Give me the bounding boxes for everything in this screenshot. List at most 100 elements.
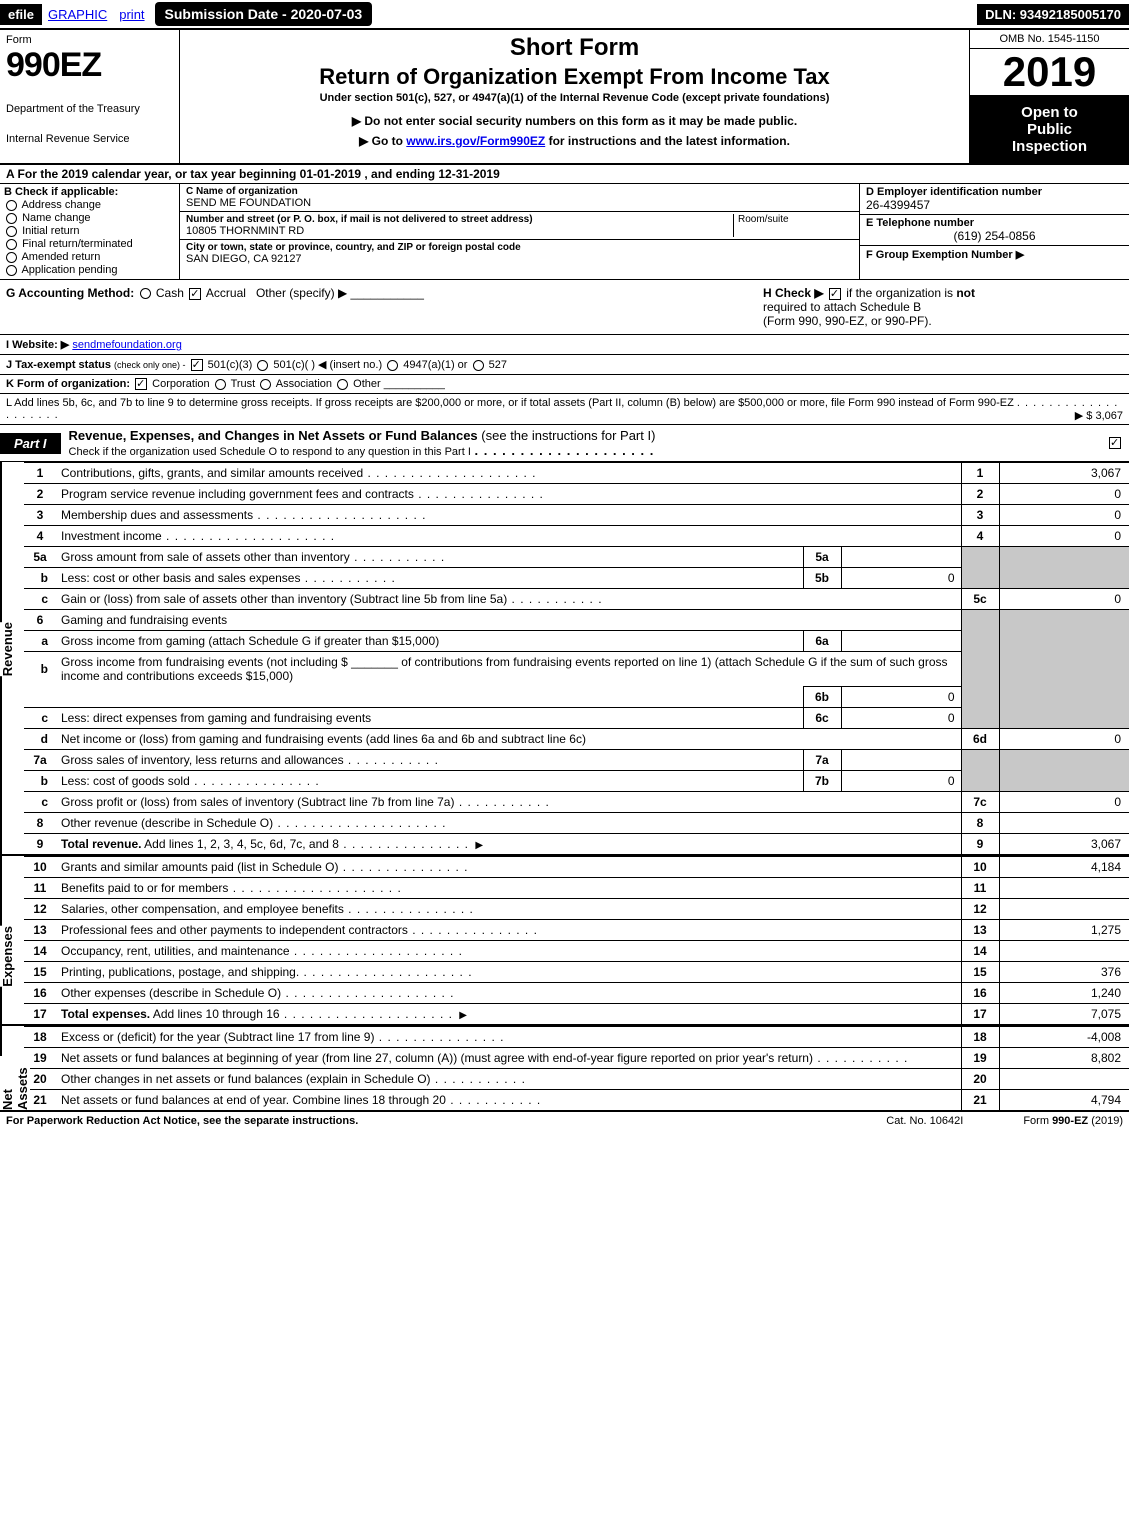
expenses-table: 10Grants and similar amounts paid (list …	[24, 856, 1129, 1024]
desc-2: Program service revenue including govern…	[61, 487, 414, 501]
chk-schedule-o-part1[interactable]	[1109, 437, 1121, 449]
ln-5c: c	[24, 589, 56, 610]
rn-16: 16	[961, 983, 999, 1004]
website-link[interactable]: sendmefoundation.org	[72, 339, 181, 351]
c-street-value: 10805 THORNMINT RD	[186, 225, 733, 237]
radio-527[interactable]	[473, 360, 484, 371]
ln-6b-box	[24, 687, 56, 708]
rn-10: 10	[961, 857, 999, 878]
irs-url-link[interactable]: www.irs.gov/Form990EZ	[406, 134, 545, 148]
revenue-side-label: Revenue	[0, 622, 15, 676]
chk-name-change[interactable]	[6, 213, 17, 224]
val-5c: 0	[999, 589, 1129, 610]
ln-2: 2	[24, 484, 56, 505]
desc-1: Contributions, gifts, grants, and simila…	[61, 466, 363, 480]
rn-19: 19	[961, 1048, 999, 1069]
val-12	[999, 899, 1129, 920]
form-subtitle: Under section 501(c), 527, or 4947(a)(1)…	[188, 92, 961, 104]
chk-h-not-required[interactable]	[829, 288, 841, 300]
chk-final-return[interactable]	[6, 239, 17, 250]
val-16: 1,240	[999, 983, 1129, 1004]
desc-14: Occupancy, rent, utilities, and maintena…	[61, 944, 290, 958]
radio-other-org[interactable]	[337, 379, 348, 390]
part1-header: Part I Revenue, Expenses, and Changes in…	[0, 425, 1129, 462]
ln-4: 4	[24, 526, 56, 547]
val-17: 7,075	[999, 1004, 1129, 1025]
greyv-5a	[999, 547, 1129, 568]
lbl-application-pending: Application pending	[21, 264, 117, 276]
ln-6: 6	[24, 610, 56, 631]
desc-6c: Less: direct expenses from gaming and fu…	[61, 711, 371, 725]
expenses-section: Expenses 10Grants and similar amounts pa…	[0, 854, 1129, 1024]
e-tel-label: E Telephone number	[866, 217, 1123, 229]
chk-address-change[interactable]	[6, 200, 17, 211]
print-link[interactable]: print	[113, 7, 150, 22]
ln-12: 12	[24, 899, 56, 920]
lbl-527: 527	[489, 359, 507, 371]
val-10: 4,184	[999, 857, 1129, 878]
val-4: 0	[999, 526, 1129, 547]
radio-cash[interactable]	[140, 288, 151, 299]
graphic-link[interactable]: GRAPHIC	[42, 7, 113, 22]
form-header: Form 990EZ Department of the Treasury In…	[0, 30, 1129, 165]
lbl-accrual: Accrual	[206, 286, 246, 300]
ln-9: 9	[24, 834, 56, 855]
radio-association[interactable]	[260, 379, 271, 390]
ln-5b: b	[24, 568, 56, 589]
cat-number: Cat. No. 10642I	[886, 1115, 963, 1127]
c-street-label: Number and street (or P. O. box, if mail…	[186, 214, 733, 225]
rn-9: 9	[961, 834, 999, 855]
ln-3: 3	[24, 505, 56, 526]
form-number: 990EZ	[6, 46, 173, 85]
dept-treasury: Department of the Treasury	[6, 103, 173, 115]
k-label: K Form of organization:	[6, 378, 130, 390]
dln-label: DLN: 93492185005170	[977, 4, 1129, 25]
desc-9: Total revenue.	[61, 837, 141, 851]
row-k-form-org: K Form of organization: Corporation Trus…	[0, 375, 1129, 394]
desc-5a: Gross amount from sale of assets other t…	[61, 550, 350, 564]
rn-12: 12	[961, 899, 999, 920]
val-9: 3,067	[999, 834, 1129, 855]
lbl-final-return: Final return/terminated	[22, 238, 133, 250]
val-20	[999, 1069, 1129, 1090]
radio-trust[interactable]	[215, 379, 226, 390]
val-3: 0	[999, 505, 1129, 526]
ln-11: 11	[24, 878, 56, 899]
desc-16: Other expenses (describe in Schedule O)	[61, 986, 281, 1000]
row-i-website: I Website: ▶ sendmefoundation.org	[0, 335, 1129, 355]
bn-5a: 5a	[803, 547, 841, 568]
bv-7b: 0	[841, 771, 961, 792]
ln-5a: 5a	[24, 547, 56, 568]
chk-initial-return[interactable]	[6, 226, 17, 237]
greyv-7b	[999, 771, 1129, 792]
chk-amended-return[interactable]	[6, 252, 17, 263]
rn-14: 14	[961, 941, 999, 962]
ln-17: 17	[24, 1004, 56, 1025]
row-j-tax-exempt: J Tax-exempt status (check only one) - 5…	[0, 355, 1129, 375]
revenue-table: 1 Contributions, gifts, grants, and simil…	[24, 462, 1129, 854]
ssn-warning: ▶ Do not enter social security numbers o…	[188, 114, 961, 128]
radio-501c[interactable]	[257, 360, 268, 371]
rn-20: 20	[961, 1069, 999, 1090]
col-c-org-info: C Name of organization SEND ME FOUNDATIO…	[180, 184, 859, 279]
block-bcdef: B Check if applicable: Address change Na…	[0, 184, 1129, 280]
chk-501c3[interactable]	[191, 359, 203, 371]
ln-6a: a	[24, 631, 56, 652]
desc-19: Net assets or fund balances at beginning…	[61, 1051, 813, 1065]
desc-20: Other changes in net assets or fund bala…	[61, 1072, 431, 1086]
bn-6b: 6b	[803, 687, 841, 708]
desc-18: Excess or (deficit) for the year (Subtra…	[61, 1030, 374, 1044]
chk-corporation[interactable]	[135, 378, 147, 390]
chk-application-pending[interactable]	[6, 265, 17, 276]
greyv-7a	[999, 750, 1129, 771]
h-forms: (Form 990, 990-EZ, or 990-PF).	[763, 314, 932, 328]
row-l-gross-receipts: L Add lines 5b, 6c, and 7b to line 9 to …	[0, 394, 1129, 425]
ln-1: 1	[24, 463, 56, 484]
row-gh: G Accounting Method: Cash Accrual Other …	[0, 280, 1129, 335]
val-21: 4,794	[999, 1090, 1129, 1111]
radio-4947[interactable]	[387, 360, 398, 371]
bn-6c: 6c	[803, 708, 841, 729]
ln-6d: d	[24, 729, 56, 750]
open-to: Open to	[974, 104, 1125, 121]
chk-accrual[interactable]	[189, 288, 201, 300]
